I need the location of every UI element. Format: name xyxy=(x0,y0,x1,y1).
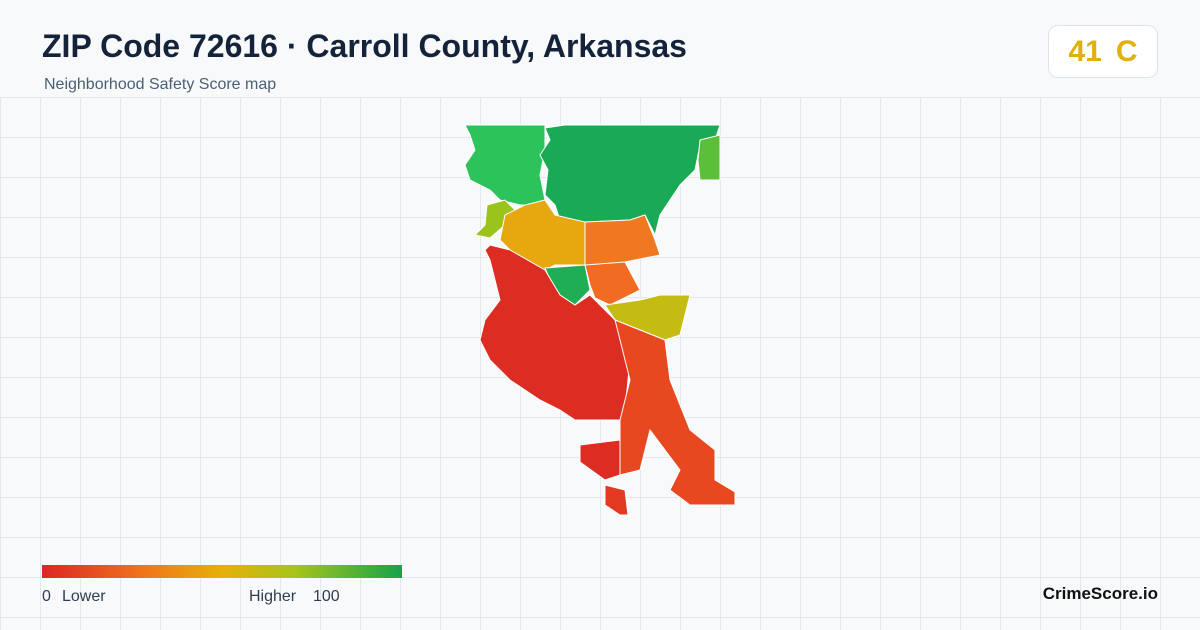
score-grade: C xyxy=(1115,34,1138,68)
legend-min: 0 xyxy=(42,588,51,605)
region xyxy=(604,484,629,516)
score-value: 41 xyxy=(1068,34,1102,68)
region xyxy=(697,134,721,181)
subtitle: Neighborhood Safety Score map xyxy=(44,76,277,93)
region xyxy=(579,439,621,481)
score-box: 41 C xyxy=(1048,25,1158,78)
region xyxy=(479,244,631,421)
region xyxy=(499,199,586,271)
title: ZIP Code 72616 · Carroll County, Arkansa… xyxy=(42,28,687,64)
region xyxy=(473,199,516,239)
legend-min-label: Lower xyxy=(62,588,106,605)
legend-gradient xyxy=(42,565,402,578)
legend-max-label: Higher xyxy=(249,588,297,605)
region xyxy=(614,319,736,506)
brand: CrimeScore.io xyxy=(1042,584,1158,603)
legend-max: 100 xyxy=(313,588,340,605)
region xyxy=(464,124,546,206)
